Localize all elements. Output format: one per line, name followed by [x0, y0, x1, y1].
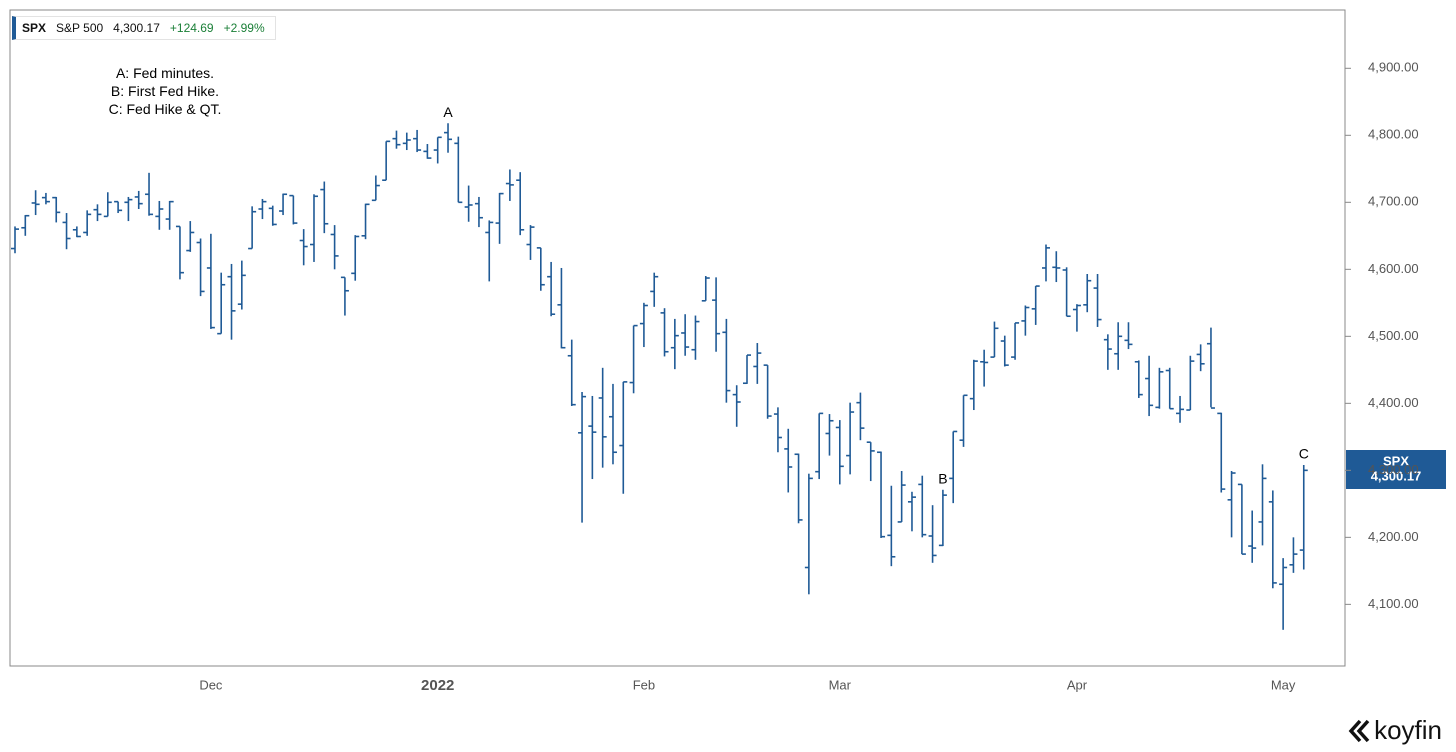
- brand-logo: koyfin: [1348, 715, 1442, 746]
- y-tick-label: 4,400.00: [1368, 395, 1419, 410]
- y-tick-label: 4,500.00: [1368, 328, 1419, 343]
- y-tick-label: 4,300.00: [1368, 462, 1419, 477]
- note: C: Fed Hike & QT.: [108, 101, 222, 117]
- x-tick-label: May: [1271, 677, 1296, 692]
- price-tag: [1346, 450, 1446, 489]
- x-tick-label: Dec: [199, 677, 223, 692]
- brand-name: koyfin: [1374, 715, 1442, 745]
- x-tick-label: Apr: [1067, 677, 1088, 692]
- quote-header: SPX S&P 500 4,300.17 +124.69 +2.99%: [12, 16, 276, 40]
- event-label: B: [938, 470, 947, 486]
- y-tick-label: 4,900.00: [1368, 60, 1419, 75]
- x-tick-label: Mar: [829, 677, 852, 692]
- instrument-name: S&P 500: [56, 21, 104, 35]
- event-label: C: [1299, 446, 1309, 462]
- price-tag-value: 4,300.17: [1371, 468, 1422, 483]
- x-tick-label: 2022: [421, 677, 454, 694]
- y-tick-label: 4,800.00: [1368, 127, 1419, 142]
- y-tick-label: 4,600.00: [1368, 261, 1419, 276]
- note: A: Fed minutes.: [115, 65, 215, 81]
- note: B: First Fed Hike.: [110, 83, 220, 99]
- symbol: SPX: [22, 21, 47, 35]
- price: 4,300.17: [113, 21, 160, 35]
- y-tick-label: 4,100.00: [1368, 596, 1419, 611]
- x-tick-label: Feb: [633, 677, 655, 692]
- y-tick-label: 4,200.00: [1368, 529, 1419, 544]
- logo-icon: [1348, 719, 1370, 742]
- notes: A: Fed minutes. B: First Fed Hike. C: Fe…: [60, 64, 270, 118]
- y-tick-label: 4,700.00: [1368, 194, 1419, 209]
- change: +124.69: [169, 21, 214, 35]
- price-tag-symbol: SPX: [1383, 453, 1409, 468]
- change-percent: +2.99%: [223, 21, 265, 35]
- event-label: A: [443, 104, 453, 120]
